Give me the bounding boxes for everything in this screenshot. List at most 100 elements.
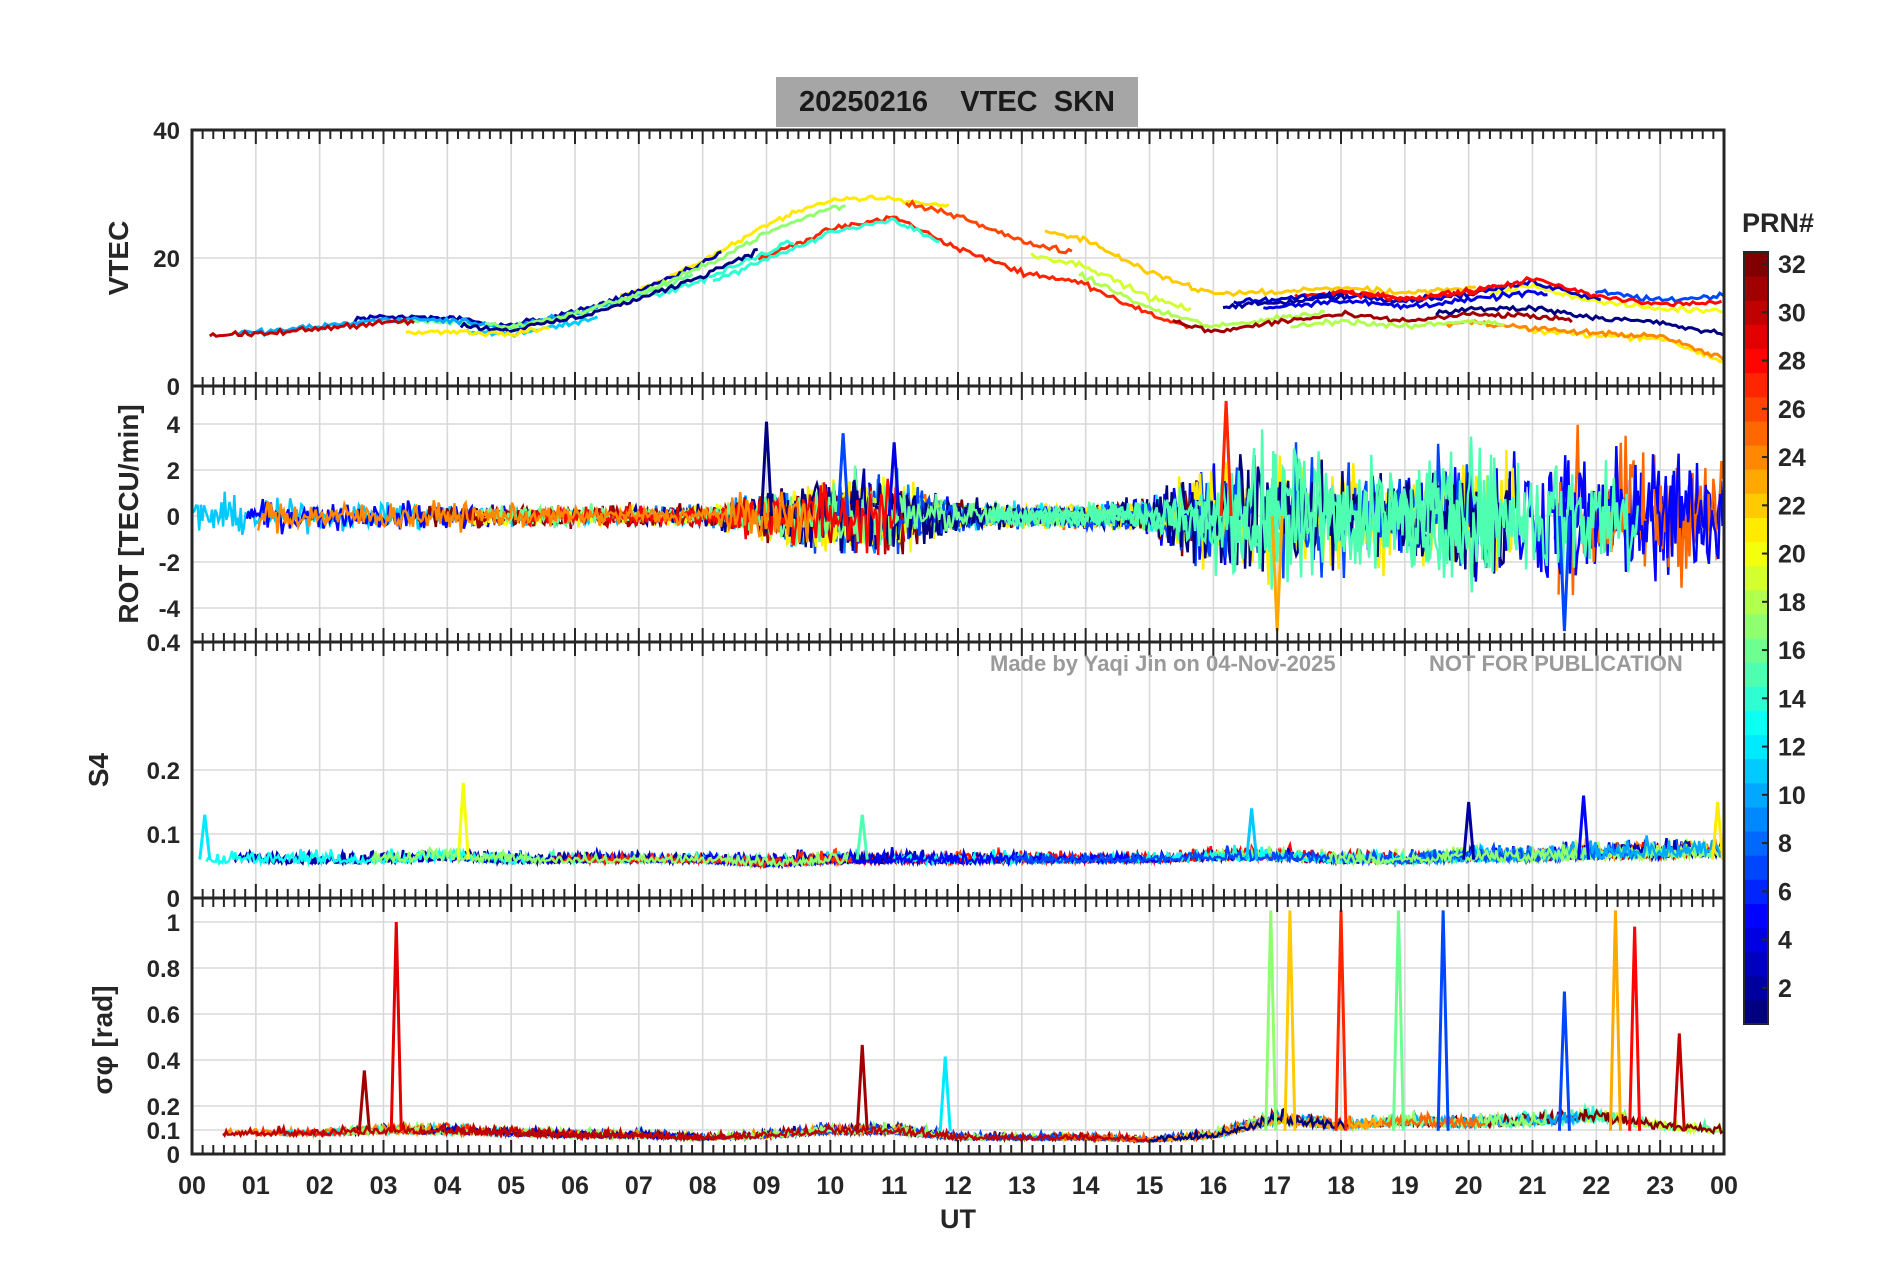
series-line-prn-15 xyxy=(985,447,1639,593)
colorbar-segment xyxy=(1744,613,1768,639)
y-axis-label: VTEC xyxy=(103,221,134,296)
colorbar-tick-label: 26 xyxy=(1778,396,1806,424)
series-line-prn-18 xyxy=(1290,317,1505,331)
y-tick-label: 0.6 xyxy=(147,1002,180,1029)
panel-rot: -4 -2 0 2 4 ROT [TECU/min] xyxy=(113,384,1726,644)
series-peak xyxy=(938,1056,952,1131)
x-tick-label: 08 xyxy=(689,1172,717,1200)
x-tick-label: 15 xyxy=(1136,1172,1164,1200)
series-line-prn-30 xyxy=(208,317,415,338)
y-tick-label: 0.2 xyxy=(147,758,180,785)
series-peak xyxy=(1219,400,1233,517)
series-line-prn-1 xyxy=(459,248,758,334)
series-line-prn-19 xyxy=(1030,252,1192,312)
series-line-prn-21 xyxy=(619,194,950,298)
colorbar-segment xyxy=(1744,372,1768,398)
colorbar-segment xyxy=(1744,276,1768,301)
series-peak xyxy=(1264,910,1278,1131)
colorbar-tick-label: 18 xyxy=(1778,589,1806,617)
y-tick-label: 0.1 xyxy=(147,822,180,849)
series-peak xyxy=(887,442,901,517)
colorbar-segment xyxy=(1744,420,1768,446)
colorbar-tick-label: 12 xyxy=(1778,734,1806,762)
watermark-author: Made by Yaqi Jin on 04-Nov-2025 xyxy=(990,651,1336,676)
x-tick-label: 03 xyxy=(370,1172,398,1200)
series-line-prn-14 xyxy=(712,216,940,283)
y-axis-label: ROT [TECU/min] xyxy=(113,404,144,623)
series-peak xyxy=(1608,910,1622,1131)
x-tick-label: 14 xyxy=(1072,1172,1100,1200)
colorbar-segment xyxy=(1744,758,1768,784)
series-peak xyxy=(198,814,212,860)
colorbar-segment xyxy=(1744,662,1768,687)
x-tick-label: 00 xyxy=(1710,1172,1738,1200)
series-peak xyxy=(1462,801,1476,860)
colorbar-tick-label: 30 xyxy=(1778,299,1806,327)
watermark-notice: NOT FOR PUBLICATION xyxy=(1429,651,1683,676)
series-line-prn-20 xyxy=(1488,282,1723,315)
x-tick-label: 17 xyxy=(1263,1172,1291,1200)
colorbar-tick-label: 2 xyxy=(1778,975,1792,1003)
x-tick-label: 05 xyxy=(497,1172,525,1200)
series-line-prn-1 xyxy=(1435,304,1724,337)
x-tick-label: 16 xyxy=(1199,1172,1227,1200)
y-tick-label: -4 xyxy=(159,596,181,623)
x-tick-label: 11 xyxy=(881,1172,908,1200)
series-line-prn-10 xyxy=(238,291,642,338)
series-line-prn-31 xyxy=(1172,309,1573,334)
series-line-prn-26 xyxy=(904,199,1073,255)
x-tick-label: 04 xyxy=(433,1172,461,1200)
x-tick-label: 23 xyxy=(1646,1172,1674,1200)
series-peak xyxy=(1391,910,1405,1131)
y-tick-label: 2 xyxy=(167,458,180,485)
y-axis-label: S4 xyxy=(83,752,114,787)
x-tick-label: 20 xyxy=(1455,1172,1483,1200)
series-peak xyxy=(855,814,869,860)
y-tick-label: 0.4 xyxy=(147,630,181,657)
colorbar-segment xyxy=(1744,999,1768,1025)
series-peak xyxy=(1628,926,1642,1131)
colorbar-frame xyxy=(1743,251,1769,1025)
y-axis-label: σφ [rad] xyxy=(87,985,118,1094)
colorbar-tick-label: 10 xyxy=(1778,782,1806,810)
y-tick-label: -2 xyxy=(159,550,180,577)
x-tick-label: 06 xyxy=(561,1172,589,1200)
series-line-prn-11 xyxy=(465,315,599,338)
chart-title: 20250216 VTEC SKN xyxy=(799,86,1115,118)
x-tick-label: 02 xyxy=(306,1172,334,1200)
colorbar-tick-label: 14 xyxy=(1778,685,1806,713)
y-tick-label: 0 xyxy=(167,1142,180,1169)
series-line-prn-1 xyxy=(1148,1107,1349,1144)
colorbar-segment xyxy=(1744,517,1768,543)
series-line-prn-17 xyxy=(1326,843,1592,866)
y-tick-label: 0 xyxy=(167,374,180,401)
series-line-prn-30 xyxy=(222,1120,746,1143)
x-tick-label: 01 xyxy=(242,1172,270,1200)
series-group xyxy=(192,400,1724,632)
panel-vtec: 0 20 40 VTEC xyxy=(103,118,1726,401)
colorbar-tick-label: 8 xyxy=(1778,830,1792,858)
y-tick-label: 0.8 xyxy=(147,956,180,983)
y-tick-label: 0.4 xyxy=(147,1048,181,1075)
title-box xyxy=(776,77,1138,127)
series-peak xyxy=(1283,910,1297,1131)
series-peak xyxy=(836,433,850,517)
series-peak xyxy=(1672,1033,1686,1131)
colorbar-segment xyxy=(1744,469,1768,494)
y-tick-label: 20 xyxy=(153,246,180,273)
series-line-prn-28 xyxy=(1331,275,1723,308)
x-tick-label: 18 xyxy=(1327,1172,1355,1200)
y-tick-label: 40 xyxy=(153,118,180,145)
series-line-prn-7 xyxy=(1594,288,1724,304)
colorbar-tick-label: 16 xyxy=(1778,637,1806,665)
series-peak xyxy=(1557,991,1571,1131)
x-tick-label: 19 xyxy=(1391,1172,1419,1200)
x-tick-label: 13 xyxy=(1008,1172,1036,1200)
series-line-prn-4 xyxy=(1263,289,1548,311)
colorbar-tick-label: 32 xyxy=(1778,251,1806,279)
series-line-prn-21 xyxy=(405,326,550,338)
series-line-prn-17 xyxy=(484,204,846,330)
colorbar-tick-label: 6 xyxy=(1778,878,1792,906)
